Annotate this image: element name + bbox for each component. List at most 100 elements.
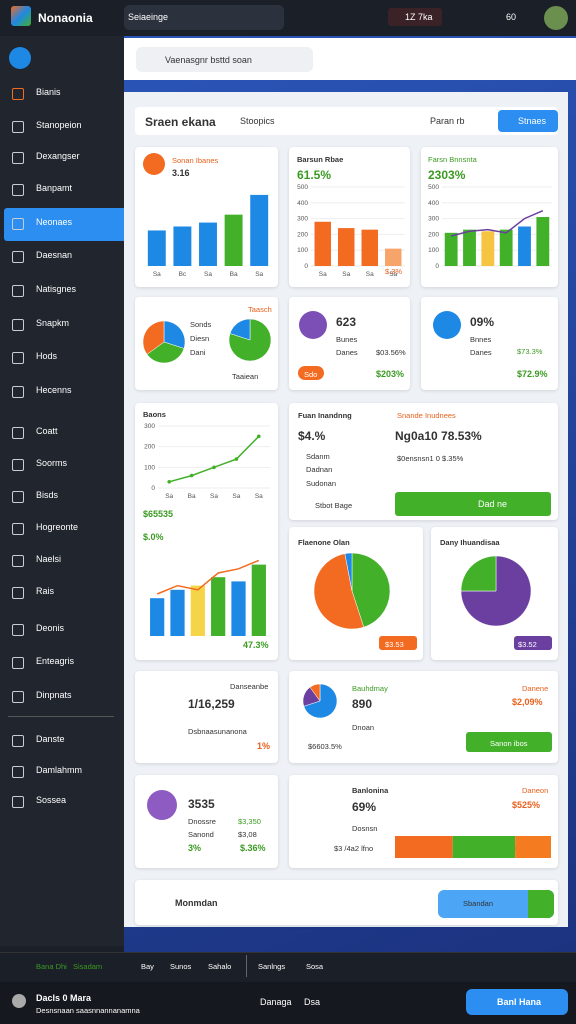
pie-slice <box>309 683 321 702</box>
search-text: Vaenasgnr bsttd soan <box>165 55 252 65</box>
y-tick-label: 300 <box>297 216 308 223</box>
y-tick-label: 300 <box>144 423 155 430</box>
rows-text: Sudonan <box>306 479 337 488</box>
x-tick-label: Sa <box>153 271 161 278</box>
footer-avatar <box>12 994 26 1008</box>
button[interactable] <box>395 492 551 516</box>
sidebar-icon <box>12 184 24 196</box>
button[interactable] <box>466 732 552 752</box>
items-text[interactable]: Damlahmm <box>36 765 83 775</box>
bar <box>147 230 166 266</box>
sidebar-icon <box>12 251 24 263</box>
items-text[interactable]: Enteagris <box>36 656 75 666</box>
mini-chart: 0 100 200 300 Sa Ba Sa Sa Sa <box>144 423 270 500</box>
items-text[interactable]: Daesnan <box>36 250 73 260</box>
footer-button[interactable] <box>466 989 568 1015</box>
items-text[interactable]: Deonis <box>36 623 65 633</box>
tabs-text[interactable]: Sisadam <box>73 962 103 971</box>
x-tick-label: Sa <box>319 271 327 278</box>
button-text[interactable]: Stnaes <box>518 116 547 126</box>
title-text: Baons <box>143 410 166 419</box>
status-text: Danene <box>522 684 549 693</box>
items-text[interactable]: Bisds <box>36 490 59 500</box>
items-text[interactable]: Coatt <box>36 426 58 436</box>
items-text[interactable]: Naelsi <box>36 554 62 564</box>
value-text: 3.16 <box>172 168 190 178</box>
pie-slice <box>142 320 165 355</box>
mini-chart: 0 100 200 300 400 500 <box>428 184 552 270</box>
bar <box>385 248 402 266</box>
x-tick-label: Sa <box>165 493 173 500</box>
tabs-text[interactable]: Bana Dhi <box>36 962 67 971</box>
pie-slice <box>146 341 185 364</box>
control-text[interactable]: Taaiean <box>232 372 259 381</box>
bar <box>170 589 185 636</box>
items-text[interactable]: Dinpnats <box>36 690 72 700</box>
items-text[interactable]: Hecenns <box>36 385 72 395</box>
items-text[interactable]: Hogreonte <box>36 522 79 532</box>
items-text[interactable]: Hods <box>36 351 58 361</box>
center-text: Danaga <box>260 997 292 1007</box>
value-text: 69% <box>352 800 377 814</box>
button-text[interactable]: Banl Hana <box>497 997 542 1007</box>
bar <box>536 217 550 266</box>
x-tick-label: Sa <box>204 271 212 278</box>
sidebar-logo <box>9 47 31 69</box>
y-tick-label: 100 <box>297 247 308 254</box>
sidebar-icon <box>12 766 24 778</box>
items-text[interactable]: Dexangser <box>36 151 80 161</box>
items-text[interactable]: Snapkm <box>36 318 70 328</box>
items-text[interactable]: Stanopeion <box>36 120 82 130</box>
bar <box>314 221 331 266</box>
sidebar-icon <box>12 319 24 331</box>
tabs-text[interactable]: Sahalo <box>208 962 232 971</box>
items-text[interactable]: Soorms <box>36 458 68 468</box>
badge-text: 1Z 7ka <box>405 12 433 22</box>
button[interactable] <box>528 890 554 918</box>
status-text: Daneon <box>522 786 549 795</box>
rows-text: Danes <box>470 348 492 357</box>
total-text: $.36% <box>240 843 266 853</box>
button-text[interactable]: Sbandan <box>463 899 494 908</box>
bar <box>199 222 217 266</box>
bar <box>481 231 495 266</box>
bar <box>190 585 205 636</box>
stat-text: $2,09% <box>512 697 543 707</box>
items-text[interactable]: Banpamt <box>36 183 73 193</box>
title-text: Taasch <box>248 305 272 314</box>
tabs-text[interactable]: Sosa <box>306 962 324 971</box>
tag-text: $3.53 <box>385 640 404 649</box>
sidebar-icon <box>12 523 24 535</box>
pie-slice <box>460 555 497 592</box>
items-text[interactable]: Rais <box>36 586 55 596</box>
y-tick-label: 200 <box>428 231 439 238</box>
value-text: $65535 <box>143 509 174 519</box>
total-text: $72.9% <box>517 369 548 379</box>
bar <box>173 226 192 266</box>
stat-text: $0ensnsn1 0 $.35% <box>397 454 464 463</box>
tabs-text[interactable]: Bay <box>141 962 154 971</box>
header-search[interactable] <box>136 47 313 72</box>
toolbar-button[interactable] <box>498 110 558 132</box>
y-tick-label: 100 <box>428 247 439 254</box>
items-text[interactable]: Natisgnes <box>36 284 77 294</box>
bar <box>224 214 243 266</box>
items-text[interactable]: Danste <box>36 734 65 744</box>
items-text[interactable]: Bianis <box>36 87 61 97</box>
tabs-text[interactable]: Sanlngs <box>258 962 286 971</box>
card <box>135 671 278 763</box>
button-text[interactable]: Sanon ibos <box>490 739 528 748</box>
divider <box>8 716 114 717</box>
sidebar-icon <box>12 796 24 808</box>
bar <box>463 229 476 266</box>
y-tick-label: 400 <box>428 200 439 207</box>
tabs-text[interactable]: Sunos <box>170 962 192 971</box>
button-text[interactable]: Dad ne <box>478 499 508 509</box>
x-tick-label: Bc <box>179 271 187 278</box>
title-text: Bauhdmay <box>352 684 388 693</box>
avatar[interactable] <box>544 6 568 30</box>
items-text[interactable]: Sossea <box>36 795 67 805</box>
top-search[interactable] <box>124 5 284 30</box>
bar <box>251 564 266 636</box>
items-text[interactable]: Neonaes <box>36 217 73 227</box>
